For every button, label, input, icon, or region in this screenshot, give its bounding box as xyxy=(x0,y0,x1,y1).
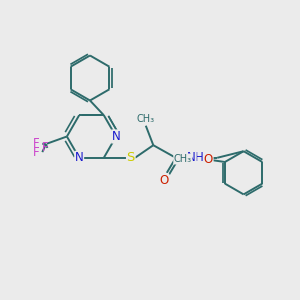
Text: F: F xyxy=(42,141,49,154)
Text: S: S xyxy=(127,151,135,164)
Text: F: F xyxy=(33,136,40,150)
Text: CH₃: CH₃ xyxy=(137,114,155,124)
Text: N: N xyxy=(75,151,84,164)
Text: F: F xyxy=(33,146,40,159)
Text: O: O xyxy=(204,152,213,166)
Text: O: O xyxy=(159,174,168,187)
Text: N: N xyxy=(112,130,121,143)
Text: H: H xyxy=(195,151,204,164)
Text: CH₃: CH₃ xyxy=(174,154,192,164)
Text: N: N xyxy=(187,151,196,164)
